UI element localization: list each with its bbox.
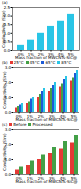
svg-text:2.5: 2.5: [4, 5, 11, 10]
svg-text:0.0: 0.0: [5, 110, 12, 115]
svg-text:Conductivity (S/m): Conductivity (S/m): [1, 10, 6, 48]
svg-text:Conductivity (S/m): Conductivity (S/m): [2, 133, 7, 171]
svg-text:3.0: 3.0: [5, 65, 12, 70]
svg-text:Mass fraction of MWCNTs-SiC@: Mass fraction of MWCNTs-SiC@: [15, 179, 77, 184]
svg-text:Mass fraction of MWCNTs-SiC@: Mass fraction of MWCNTs-SiC@: [15, 117, 77, 122]
svg-text:3.0: 3.0: [5, 127, 12, 132]
svg-text:0.0: 0.0: [5, 172, 12, 177]
svg-text:Conductivity (S/m): Conductivity (S/m): [2, 71, 7, 109]
svg-text:Mass fraction of MWCNTs-SiC@: Mass fraction of MWCNTs-SiC@: [15, 55, 77, 60]
